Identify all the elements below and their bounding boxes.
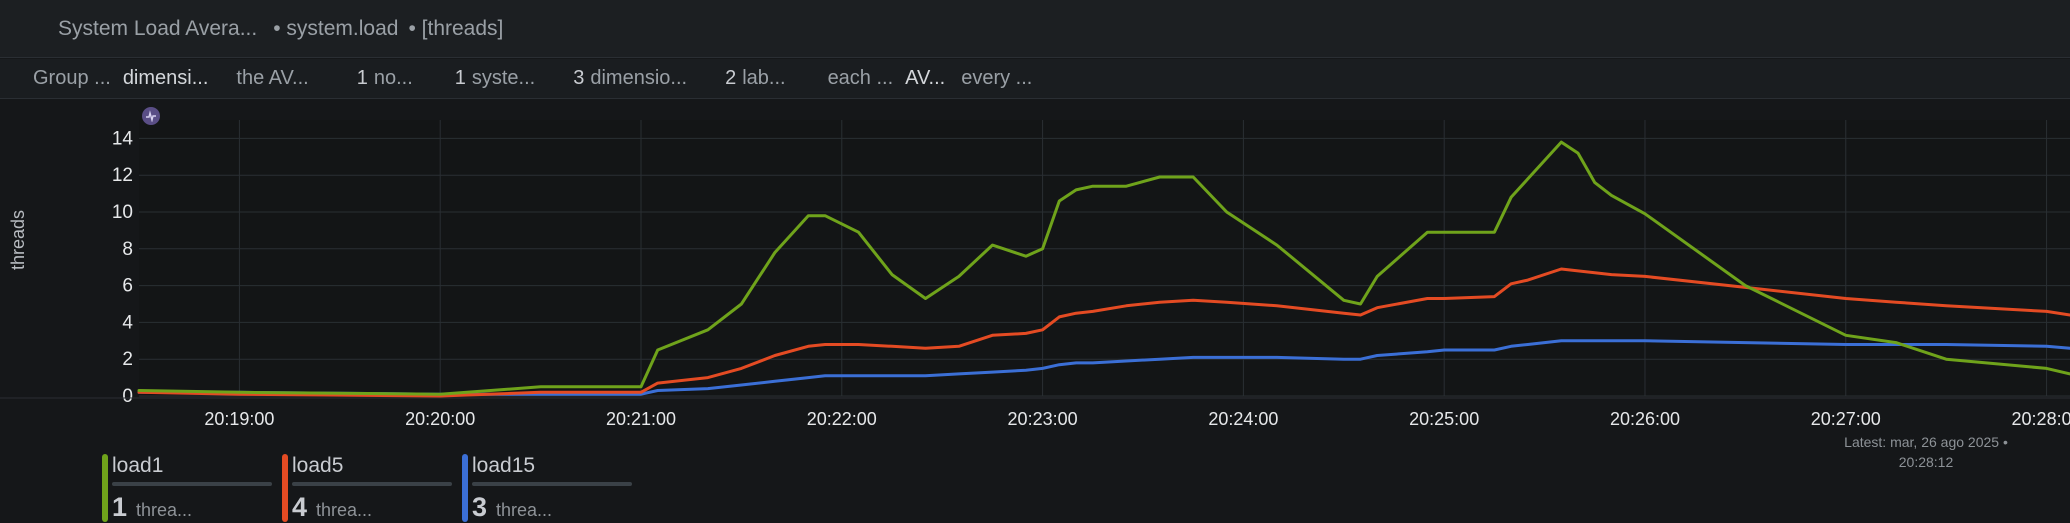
systems-filter[interactable]: 1 syste...	[455, 67, 535, 90]
legend-name: load1	[112, 454, 164, 477]
legend-underline	[292, 482, 452, 486]
aggregation-label: the AV...	[236, 67, 309, 89]
legend-value: 3	[472, 492, 488, 522]
latest-time: 20:28:12	[1898, 454, 1954, 470]
group-by-label: Group ...	[33, 67, 111, 89]
every-label: every ...	[961, 67, 1033, 89]
dimensions-filter[interactable]: 3 dimensio...	[573, 67, 687, 90]
series-line-load15	[137, 339, 2070, 396]
legend-underline	[472, 482, 632, 486]
every-dropdown[interactable]: every ...	[961, 67, 1032, 90]
x-tick-label: 20:21:00	[606, 409, 676, 429]
y-tick-label: 14	[112, 128, 134, 149]
y-tick-label: 4	[122, 312, 133, 333]
each-label: each ...	[827, 67, 894, 89]
series-line-load1	[137, 140, 2070, 396]
dimensions-count: 3	[573, 67, 585, 89]
series-line-load5	[137, 267, 2070, 398]
systems-count: 1	[454, 67, 466, 89]
legend-color-bar	[102, 454, 108, 522]
legend-color-bar	[282, 454, 288, 522]
legend-unit: threa...	[136, 500, 193, 520]
legend-underline	[112, 482, 272, 486]
chart-units: • [threads]	[408, 16, 504, 40]
x-tick-label: 20:19:00	[204, 409, 274, 429]
time-aggregation-dropdown[interactable]: each ... AV...	[828, 67, 946, 90]
legend-value: 1	[112, 492, 128, 522]
y-tick-label: 12	[112, 165, 133, 186]
y-tick-label: 0	[122, 386, 133, 407]
chart-title-bar: System Load Avera... • system.load • [th…	[0, 0, 2070, 58]
legend-color-bar	[462, 454, 468, 522]
netdata-logo-icon[interactable]	[142, 107, 160, 125]
legend-name: load5	[292, 454, 344, 477]
y-tick-label: 8	[122, 239, 133, 260]
legend-unit: threa...	[316, 500, 373, 520]
y-tick-label: 2	[122, 349, 133, 370]
group-by-dropdown[interactable]: Group ... dimensi...	[33, 67, 208, 90]
plot-background	[139, 120, 2070, 396]
legend-value: 4	[292, 492, 308, 522]
aggregation-dropdown[interactable]: the AV...	[236, 67, 308, 90]
labels-filter[interactable]: 2 lab...	[725, 67, 785, 90]
legend-item-load1[interactable]: load1 1 threa...	[102, 450, 272, 522]
y-tick-label: 6	[122, 276, 133, 297]
nodes-label: no...	[373, 67, 413, 89]
nodes-filter[interactable]: 1 no...	[357, 67, 413, 90]
chart-title[interactable]: System Load Avera...	[58, 16, 258, 40]
x-tick-label: 20:25:00	[1409, 409, 1479, 429]
chart-toolbar: Group ... dimensi... the AV... 1 no... 1 sy…	[0, 59, 2070, 99]
x-tick-label: 20:24:00	[1208, 409, 1278, 429]
legend-unit: threa...	[496, 500, 553, 520]
systems-label: syste...	[471, 67, 536, 89]
legend-name: load15	[472, 454, 536, 477]
chart-context: • system.load	[273, 16, 399, 40]
legend-item-load15[interactable]: load15 3 threa...	[462, 450, 632, 522]
x-tick-label: 20:20:00	[405, 409, 475, 429]
x-tick-label: 20:27:00	[1811, 409, 1881, 429]
latest-label: Latest:	[1844, 434, 1887, 450]
nodes-count: 1	[356, 67, 368, 89]
chart-legend: load1 1 threa... load5 4 threa... load15…	[0, 446, 2070, 522]
x-tick-label: 20:23:00	[1008, 409, 1078, 429]
each-value: AV...	[905, 67, 946, 89]
x-tick-label: 20:26:00	[1610, 409, 1680, 429]
line-chart[interactable]: 0 2 4 6 8 10 12 14 20:19:00 20:20:00 20:21:00 20:22…	[0, 100, 2070, 430]
y-tick-label: 10	[112, 202, 133, 223]
x-tick-label: 20:22:00	[807, 409, 877, 429]
labels-label: lab...	[742, 67, 786, 89]
labels-count: 2	[725, 67, 737, 89]
group-by-value: dimensi...	[122, 67, 209, 89]
dimensions-label: dimensio...	[590, 67, 688, 89]
x-tick-label: 20:28:00	[2012, 409, 2070, 429]
latest-timestamp: Latest: mar, 26 ago 2025 • 20:28:12	[1826, 432, 2026, 472]
legend-item-load5[interactable]: load5 4 threa...	[282, 450, 452, 522]
latest-date: mar, 26 ago 2025 •	[1890, 434, 2008, 450]
